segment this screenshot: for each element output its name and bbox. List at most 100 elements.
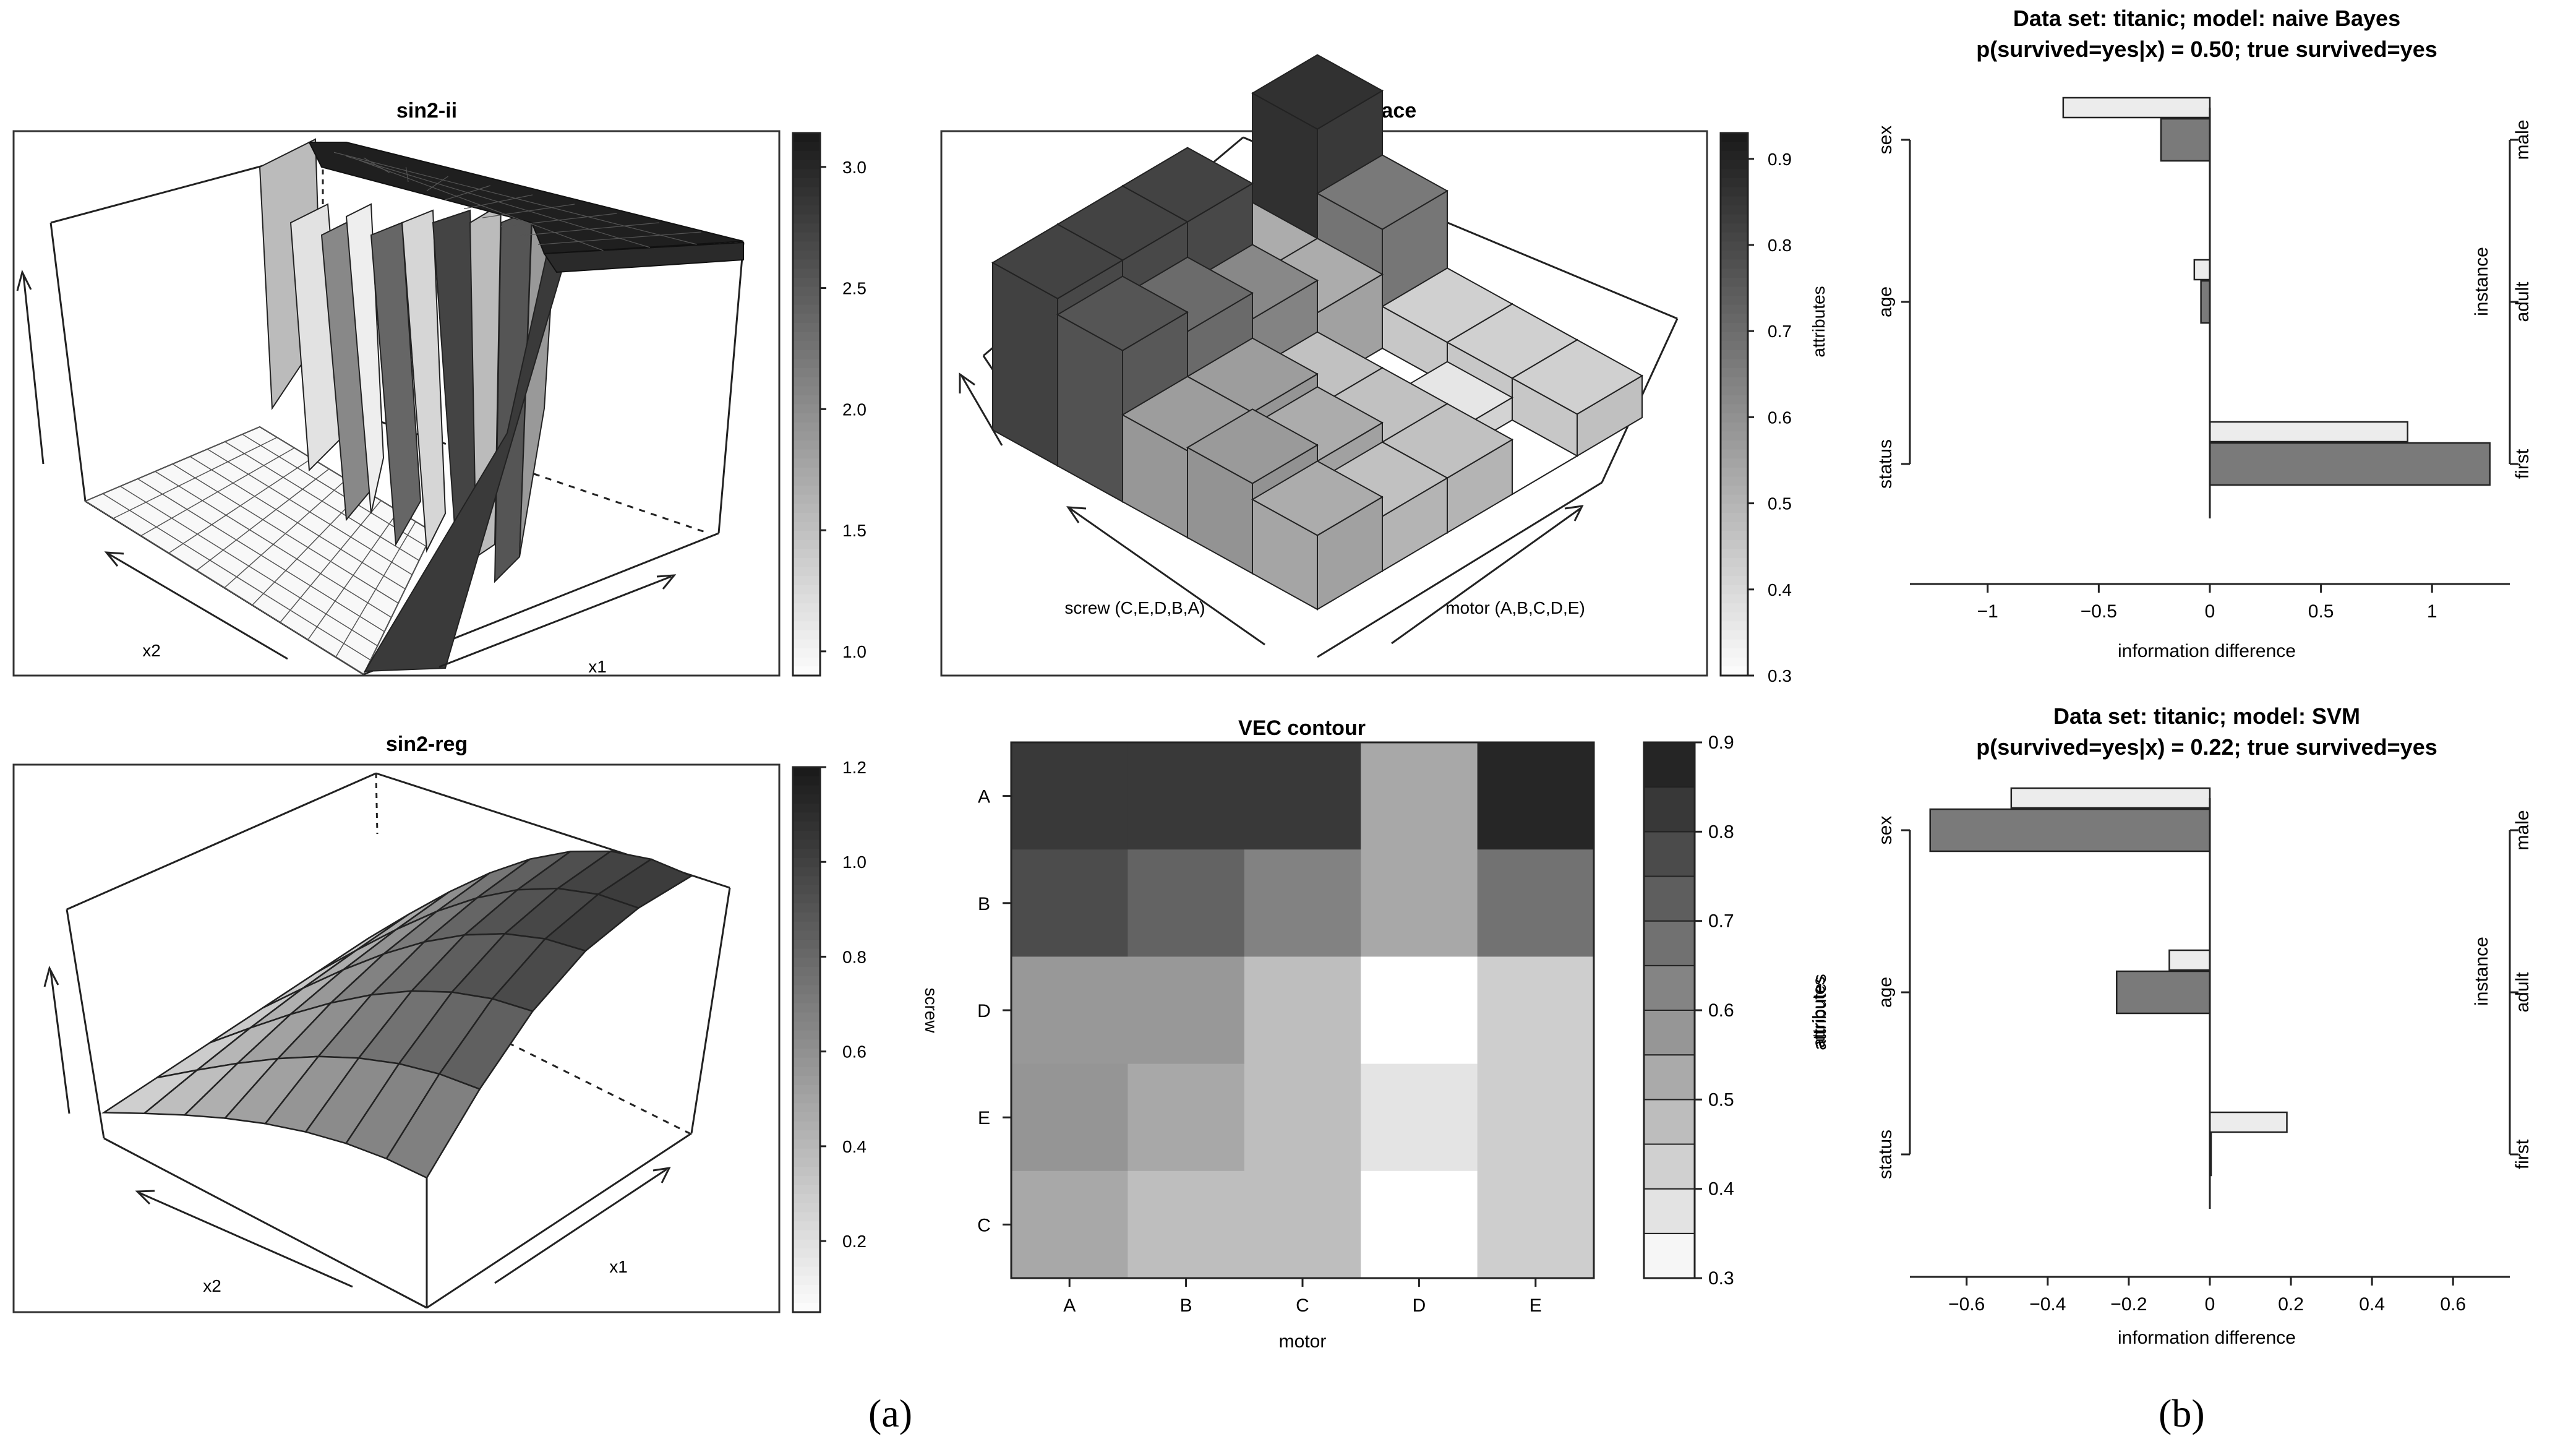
colorbar-step bbox=[793, 557, 820, 568]
block-top bbox=[1251, 460, 1384, 536]
block-top bbox=[1251, 54, 1384, 130]
colorbar-tick-label: 0.5 bbox=[1768, 494, 1792, 513]
heatmap-cell bbox=[1361, 742, 1478, 850]
colorbar-step bbox=[1721, 241, 1748, 251]
colorbar-step bbox=[1721, 440, 1748, 450]
colorbar-step bbox=[793, 822, 820, 831]
heatmap-cell bbox=[1011, 849, 1128, 957]
y-tick-label: B bbox=[978, 894, 990, 914]
colorbar-step bbox=[793, 1303, 820, 1313]
colorbar-step bbox=[1721, 549, 1748, 559]
heatmap-cell bbox=[1477, 1063, 1594, 1172]
colorbar-step bbox=[793, 849, 820, 859]
heatmap-cell bbox=[1477, 1170, 1594, 1279]
colorbar-level bbox=[1643, 1099, 1695, 1145]
colorbar-step bbox=[1721, 259, 1748, 269]
instance-value-label: first bbox=[2512, 449, 2533, 479]
colorbar-step bbox=[1721, 322, 1748, 333]
y-tick-label: A bbox=[978, 787, 990, 807]
colorbar-step bbox=[793, 1012, 820, 1022]
colorbar-step bbox=[793, 1094, 820, 1104]
bar-dark bbox=[2209, 442, 2491, 486]
colorbar-step bbox=[1721, 368, 1748, 378]
colorbar-step bbox=[793, 196, 820, 206]
colorbar-step bbox=[793, 812, 820, 822]
colorbar-step bbox=[1721, 413, 1748, 423]
colorbar-step bbox=[793, 1175, 820, 1186]
floor-gridline bbox=[196, 468, 330, 571]
colorbar-step bbox=[793, 1257, 820, 1268]
colorbar-frame bbox=[1719, 132, 1749, 677]
block-top bbox=[991, 223, 1124, 299]
colorbar-step bbox=[793, 160, 820, 170]
bar-light bbox=[2209, 1111, 2288, 1133]
colorbar-step bbox=[793, 1284, 820, 1295]
colorbar-step bbox=[793, 1057, 820, 1068]
chart-title: sin2-reg bbox=[386, 732, 468, 756]
floor-gridline bbox=[113, 437, 278, 519]
heatmap-cell bbox=[1477, 849, 1594, 957]
colorbar-step bbox=[793, 612, 820, 622]
colorbar-step bbox=[793, 368, 820, 378]
x-tick-label: 1 bbox=[2427, 601, 2437, 622]
colorbar-step bbox=[793, 467, 820, 478]
heatmap-cell bbox=[1361, 849, 1478, 957]
x-tick-label: 0 bbox=[2205, 1294, 2215, 1315]
x1-axis-label: x1 bbox=[609, 1257, 628, 1276]
vec-surface-panel: VEC surface screw (C,E,D,B,A) motor (A,B… bbox=[940, 54, 1828, 685]
colorbar-step bbox=[1721, 296, 1748, 306]
colorbar-step bbox=[793, 1248, 820, 1258]
colorbar-step bbox=[793, 921, 820, 931]
colorbar-step bbox=[793, 1294, 820, 1303]
heatmap-cell bbox=[1011, 742, 1128, 850]
colorbar-tick-label: 1.2 bbox=[842, 758, 867, 777]
colorbar-step bbox=[793, 449, 820, 459]
colorbar-step bbox=[793, 648, 820, 658]
colorbar-step bbox=[793, 1084, 820, 1095]
colorbar-step bbox=[793, 1230, 820, 1240]
colorbar-step bbox=[793, 803, 820, 814]
colorbar-step bbox=[793, 304, 820, 314]
colorbar-step bbox=[793, 885, 820, 895]
x-tick-label: B bbox=[1180, 1295, 1192, 1316]
surface-blocks bbox=[991, 54, 1644, 611]
colorbar-step bbox=[793, 413, 820, 423]
colorbar-step bbox=[1721, 314, 1748, 324]
heatmap-cell bbox=[1244, 956, 1361, 1065]
colorbar-step bbox=[1721, 386, 1748, 396]
colorbar-step bbox=[793, 251, 820, 260]
x-tick-label: A bbox=[1063, 1295, 1076, 1316]
colorbar-step bbox=[1721, 395, 1748, 405]
colorbar-step bbox=[793, 1021, 820, 1031]
colorbar-step bbox=[1721, 449, 1748, 459]
colorbar-step bbox=[1721, 657, 1748, 667]
colorbar-step bbox=[1721, 531, 1748, 541]
colorbar-step bbox=[793, 603, 820, 613]
colorbar-level bbox=[1643, 1188, 1695, 1234]
colorbar-tick-label: 0.8 bbox=[842, 947, 867, 966]
x-tick-label: −1 bbox=[1977, 601, 1998, 622]
colorbar-step bbox=[793, 1140, 820, 1149]
colorbar-step bbox=[1721, 612, 1748, 622]
colorbar-step bbox=[793, 639, 820, 649]
colorbar-tick-label: 2.0 bbox=[842, 400, 867, 419]
colorbar-step bbox=[1721, 404, 1748, 414]
floor-gridline bbox=[335, 521, 416, 658]
caption-a: (a) bbox=[868, 1391, 913, 1435]
bar-chart: sex male age adult status first −0.6 −0.4 −0.2 0 0… bbox=[1875, 787, 2533, 1315]
colorbar-step bbox=[793, 1212, 820, 1222]
colorbar-tick-label: 0.5 bbox=[1708, 1089, 1734, 1110]
colorbar-step bbox=[793, 1276, 820, 1286]
block-top bbox=[1510, 339, 1644, 415]
colorbar-step bbox=[793, 1121, 820, 1131]
colorbar-step bbox=[1721, 504, 1748, 513]
x-tick-label: D bbox=[1413, 1295, 1426, 1316]
floor-gridline bbox=[168, 458, 312, 554]
colorbar-step bbox=[1721, 232, 1748, 242]
bar-dark bbox=[2160, 118, 2211, 162]
heatmap-cell bbox=[1361, 1170, 1478, 1279]
x-tick-label: 0.4 bbox=[2359, 1294, 2385, 1315]
colorbar-step bbox=[793, 549, 820, 559]
titanic-svm-panel: Data set: titanic; model: SVM p(survived… bbox=[1810, 703, 2533, 1348]
colorbar-step bbox=[1721, 494, 1748, 504]
